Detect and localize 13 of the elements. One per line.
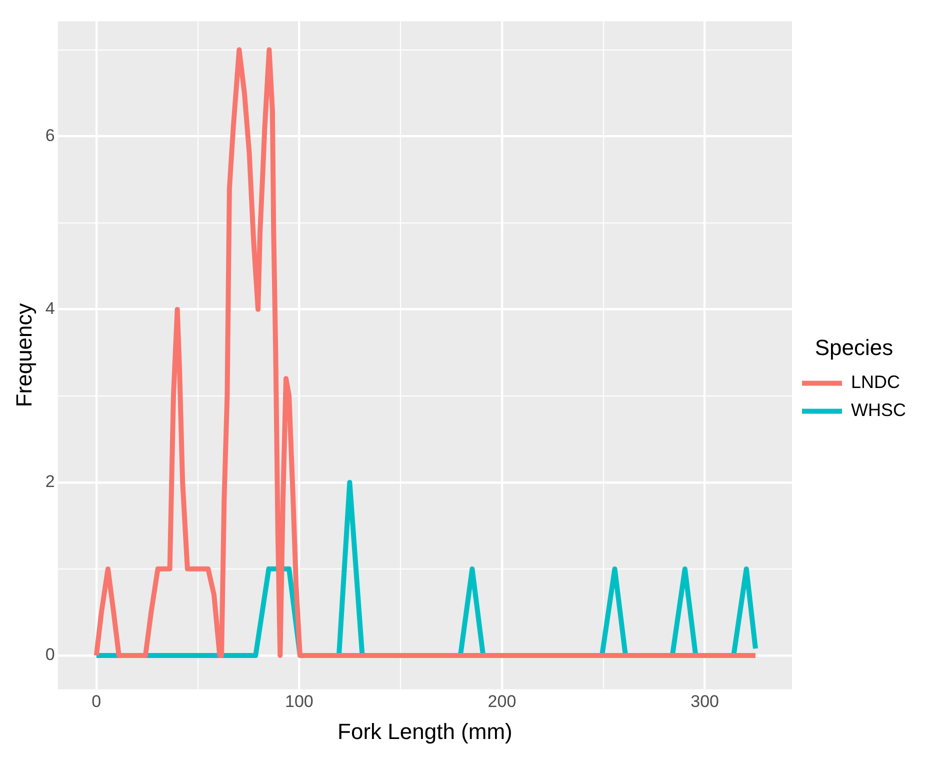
y-tick-label: 0 [45, 645, 55, 664]
x-tick-label: 0 [92, 692, 102, 712]
y-axis-title: Frequency [11, 303, 36, 408]
legend-label: WHSC [851, 400, 906, 420]
legend-title: Species [814, 334, 894, 360]
x-tick-label: 200 [488, 692, 516, 712]
x-tick-label: 300 [690, 692, 719, 712]
x-axis-title: Fork Length (mm) [338, 718, 512, 744]
y-tick-label: 4 [45, 299, 55, 318]
y-tick-label: 2 [45, 472, 55, 492]
x-tick-label: 100 [285, 692, 314, 712]
y-tick-label: 6 [45, 126, 55, 145]
legend-label: LNDC [851, 372, 900, 392]
